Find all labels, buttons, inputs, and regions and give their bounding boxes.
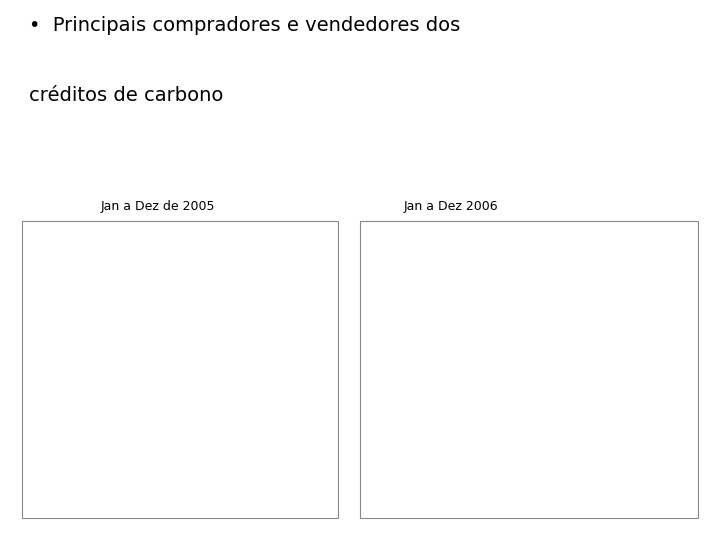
Text: N. Zelândia: N. Zelândia (109, 260, 153, 269)
Text: Espanha: Espanha (389, 338, 421, 347)
Wedge shape (180, 309, 269, 381)
Text: Amsterdan: Amsterdan (204, 471, 246, 481)
Wedge shape (168, 281, 180, 370)
Text: 1%: 1% (169, 309, 180, 315)
Text: 1%: 1% (232, 376, 243, 382)
Wedge shape (180, 370, 269, 387)
Wedge shape (451, 309, 529, 370)
Text: Japão: Japão (50, 376, 72, 384)
Text: 1%: 1% (166, 310, 176, 316)
Text: Itália: Itália (410, 416, 430, 425)
Text: Espanha: Espanha (282, 402, 315, 411)
Text: 5%: 5% (229, 387, 240, 393)
Wedge shape (163, 281, 180, 370)
Wedge shape (180, 281, 192, 370)
Text: Amsterdan: Amsterdan (419, 278, 461, 286)
Wedge shape (91, 285, 180, 458)
Text: Outros
europeus: Outros europeus (230, 264, 265, 283)
Text: Outros
europeus: Outros europeus (600, 274, 636, 294)
Wedge shape (180, 281, 245, 370)
Text: 1%: 1% (522, 309, 533, 315)
Wedge shape (180, 370, 268, 413)
Text: 1%: 1% (173, 309, 184, 315)
Text: 2%: 2% (160, 311, 171, 317)
Wedge shape (464, 292, 529, 370)
Wedge shape (168, 370, 228, 459)
Text: 11%: 11% (199, 315, 214, 321)
Text: Europeus
Bálticos: Europeus Bálticos (259, 435, 295, 454)
Text: Itália: Itália (287, 382, 307, 392)
Text: EUA: EUA (510, 254, 526, 263)
Text: 14%: 14% (228, 349, 243, 355)
Wedge shape (440, 370, 529, 442)
Text: 5%: 5% (488, 321, 499, 327)
Text: 5%: 5% (533, 310, 544, 316)
Text: Inglaterra: Inglaterra (603, 449, 641, 458)
Text: Canadá: Canadá (140, 257, 170, 266)
Wedge shape (477, 327, 618, 459)
Text: 11%: 11% (185, 423, 200, 429)
Text: Japão: Japão (477, 259, 498, 267)
Wedge shape (180, 370, 258, 445)
Text: Jan a Dez de 2005: Jan a Dez de 2005 (101, 200, 215, 213)
Text: 8%: 8% (467, 353, 479, 359)
Text: Austrália: Austrália (128, 258, 163, 267)
Text: 12%: 12% (559, 322, 574, 328)
Wedge shape (153, 282, 180, 370)
Text: Unesp.: Unesp. (186, 257, 213, 266)
Text: Inglaterra: Inglaterra (284, 332, 321, 341)
Text: 43%: 43% (114, 373, 130, 379)
Text: Unesp.: Unesp. (546, 255, 573, 265)
Text: •  Principais compradores e vendedores dos: • Principais compradores e vendedores do… (29, 16, 460, 35)
Wedge shape (529, 285, 607, 370)
Wedge shape (174, 281, 180, 370)
Wedge shape (529, 281, 557, 370)
Text: Europeus
Bálticos: Europeus Bálticos (403, 295, 439, 314)
Text: Jan a Dez 2006: Jan a Dez 2006 (403, 200, 498, 213)
Wedge shape (440, 327, 529, 370)
Text: EUA: EUA (161, 256, 176, 266)
Text: 4%: 4% (477, 333, 488, 339)
Text: créditos de carbono: créditos de carbono (29, 86, 223, 105)
Text: 43%: 43% (559, 410, 575, 416)
Text: 7%: 7% (508, 311, 518, 318)
Wedge shape (486, 281, 529, 370)
Text: 8%: 8% (217, 407, 228, 413)
Wedge shape (523, 281, 529, 370)
Text: 2%: 2% (178, 309, 189, 315)
Text: 15%: 15% (470, 393, 485, 399)
